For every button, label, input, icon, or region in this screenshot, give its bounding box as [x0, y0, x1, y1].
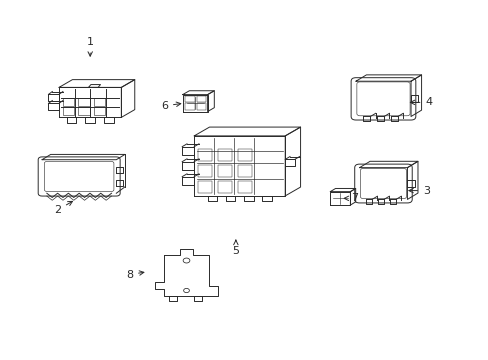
Bar — [94, 107, 105, 114]
Text: 2: 2 — [54, 201, 72, 215]
Bar — [184, 96, 194, 102]
Text: 5: 5 — [232, 240, 239, 256]
Text: 4: 4 — [409, 98, 432, 107]
Bar — [237, 149, 252, 161]
Text: 6: 6 — [161, 101, 181, 111]
Text: 3: 3 — [408, 186, 429, 195]
Bar — [94, 99, 105, 106]
Bar — [198, 181, 212, 193]
Bar — [63, 107, 74, 114]
Bar — [237, 165, 252, 177]
Bar — [184, 103, 194, 110]
Bar — [218, 149, 232, 161]
Bar — [198, 149, 212, 161]
Bar — [78, 107, 89, 114]
Bar — [237, 181, 252, 193]
Bar — [78, 99, 89, 106]
Text: 8: 8 — [126, 270, 143, 280]
Bar — [63, 99, 74, 106]
Text: 1: 1 — [86, 37, 94, 56]
Bar — [196, 96, 205, 102]
Bar — [218, 181, 232, 193]
Text: 7: 7 — [344, 193, 358, 203]
Bar — [198, 165, 212, 177]
Bar — [196, 103, 205, 110]
Bar — [218, 165, 232, 177]
